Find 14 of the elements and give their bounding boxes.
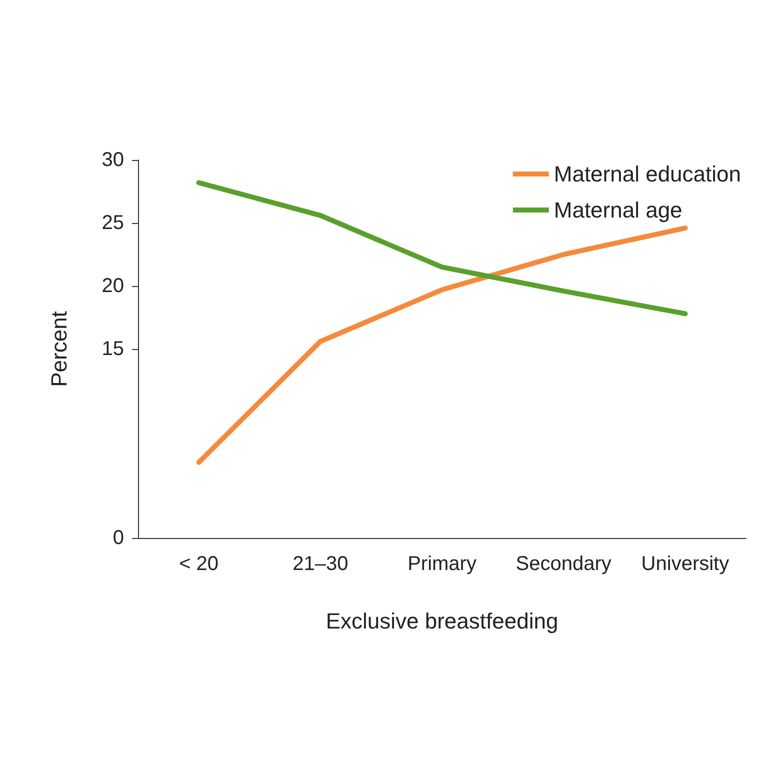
y-axis-title: Percent (46, 311, 72, 387)
y-tick-label: 20 (102, 275, 124, 297)
y-tick-label: 0 (112, 527, 124, 549)
y-tick-label: 15 (102, 338, 124, 360)
x-tick-label: Secondary (516, 553, 612, 575)
legend-label: Maternal education (554, 162, 742, 186)
y-tick-label: 30 (102, 149, 124, 171)
x-tick-label: 21–30 (292, 553, 348, 575)
x-tick-label: Primary (408, 553, 476, 575)
x-tick-label: < 20 (179, 553, 219, 575)
x-tick-label: University (641, 553, 730, 575)
x-axis-title: Exclusive breastfeeding (326, 608, 558, 634)
y-tick-label: 25 (102, 212, 124, 234)
legend-label: Maternal age (554, 198, 682, 222)
